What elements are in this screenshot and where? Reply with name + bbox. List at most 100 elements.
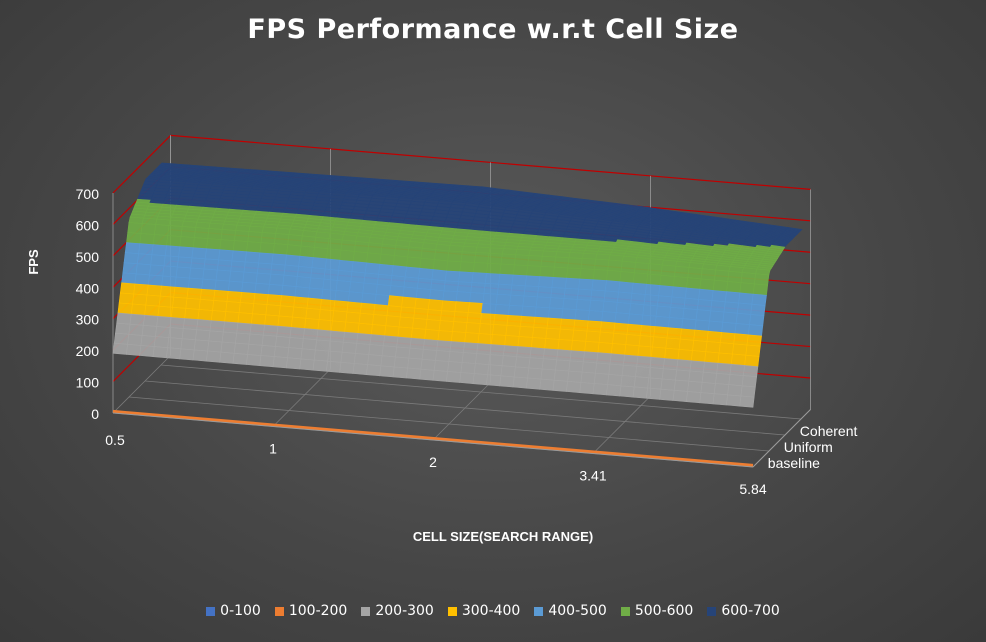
surface-cell (350, 271, 366, 284)
surface-cell (435, 350, 451, 362)
surface-cell (460, 362, 476, 374)
surface-cell (568, 252, 584, 259)
surface-cell (647, 377, 663, 390)
surface-cell (203, 258, 219, 271)
surface-cell (370, 324, 387, 337)
surface-cell (248, 333, 264, 346)
surface-cell (269, 273, 285, 286)
surface-cell (643, 294, 659, 307)
surface-cell (412, 317, 428, 330)
floor-grid-x (112, 355, 171, 414)
surface-cell (135, 263, 152, 276)
surface-cell (398, 316, 415, 329)
surface-cell (638, 335, 655, 348)
depth-tick-label: Uniform (784, 439, 833, 455)
surface-cell (249, 323, 265, 336)
surface-cell (635, 365, 651, 379)
surface-cell (186, 287, 202, 300)
surface-cell (659, 274, 675, 288)
surface-cell (201, 278, 217, 291)
surface-cell (447, 361, 463, 373)
surface-cell (392, 255, 409, 268)
surface-cell (149, 264, 165, 277)
surface-cell (351, 261, 367, 274)
surface-cell (501, 248, 518, 256)
surface-cell (618, 281, 634, 294)
surface-cell (698, 288, 714, 301)
surface-cell (530, 337, 547, 349)
surface-cell (555, 359, 571, 372)
surface-cell (563, 287, 579, 300)
surface-cell (733, 333, 749, 346)
surface-cell (525, 377, 542, 390)
surface-cell (751, 293, 767, 306)
legend-swatch (206, 606, 216, 616)
chart-legend: 0-100 100-200 200-300 300-400 400-500 500-600… (0, 603, 986, 619)
surface-cell (244, 251, 261, 264)
surface-cell (695, 309, 712, 322)
surface-cell (254, 282, 270, 295)
surface-cell (158, 295, 175, 308)
surface-cell (729, 363, 745, 376)
surface-cell (699, 392, 715, 405)
surface-cell (420, 247, 436, 260)
surface-cell (648, 367, 664, 380)
surface-cell (552, 379, 568, 392)
surface-cell (690, 350, 707, 363)
surface-cell (746, 334, 762, 347)
surface-cell (153, 336, 170, 349)
z-tick-label: 300 (76, 312, 100, 328)
surface-cell (486, 262, 502, 275)
surface-cell (659, 388, 675, 401)
surface-cell (315, 339, 331, 352)
surface-cell (467, 302, 484, 314)
surface-cell (672, 389, 688, 403)
surface-cell (368, 344, 384, 357)
surface-cell (602, 300, 618, 313)
surface-cell (538, 276, 554, 288)
surface-cell (565, 380, 582, 394)
surface-cell (356, 332, 372, 345)
surface-cell (287, 234, 303, 247)
surface-cell (550, 287, 566, 299)
surface-cell (568, 360, 584, 373)
surface-cell (168, 327, 184, 340)
surface-cell (182, 318, 199, 331)
surface-cell (241, 281, 257, 294)
surface-cell (444, 270, 461, 283)
surface-cell (232, 240, 249, 253)
surface-cell (196, 319, 212, 332)
surface-cell (498, 273, 514, 286)
x-axis-line (112, 412, 754, 468)
surface-cell (439, 310, 456, 322)
surface-cell (445, 371, 462, 383)
surface-cell (626, 323, 642, 336)
surface-cell (206, 238, 222, 251)
surface-cell (672, 276, 689, 289)
surface-cell (219, 239, 235, 252)
surface-cell (529, 347, 545, 360)
surface-cell (706, 330, 722, 343)
surface-cell (454, 301, 470, 313)
surface-cell (609, 353, 625, 366)
surface-cell (235, 332, 251, 345)
surface-cell (665, 337, 681, 350)
surface-cell (419, 368, 435, 381)
surface-cell (380, 243, 396, 256)
gridline-left-700 (112, 134, 172, 194)
surface-cell (661, 368, 678, 381)
surface-cell (477, 333, 493, 345)
surface-cell (456, 281, 473, 293)
surface-cell (447, 250, 463, 263)
surface-cell (466, 312, 482, 324)
depth-axis-line (752, 409, 811, 468)
surface-cell (744, 354, 760, 367)
surface-cell (256, 262, 273, 275)
surface-cell (209, 320, 225, 333)
legend-swatch (534, 606, 544, 616)
surface-cell (376, 273, 393, 286)
surface-cell (732, 343, 748, 356)
surface-cell (539, 265, 555, 278)
surface-cell (483, 282, 499, 295)
